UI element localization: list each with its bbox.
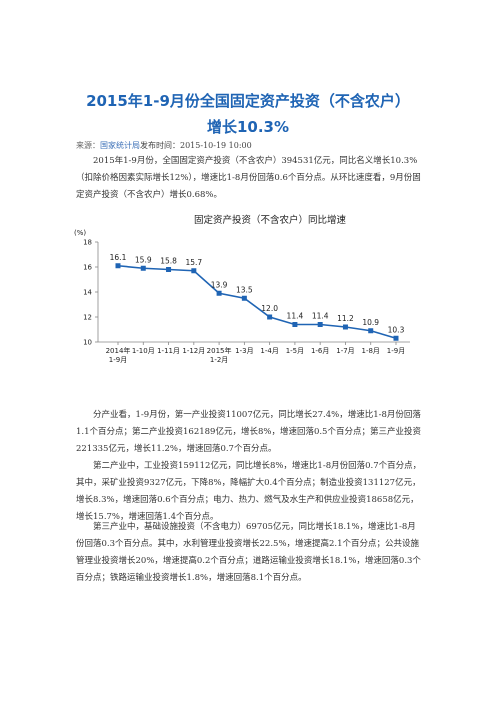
data-label: 15.7 [185, 258, 202, 267]
data-label: 10.9 [362, 318, 379, 327]
chart-title: 固定资产投资（不含农户）同比增速 [193, 215, 346, 226]
y-tick-label: 12 [83, 314, 92, 322]
x-tick-label: 2014年 [106, 346, 131, 355]
y-tick-label: 10 [83, 339, 92, 347]
publish-date: 2015-10-19 10:00 [180, 141, 252, 150]
title-line-2: 增长10.3% [206, 118, 290, 136]
data-point [368, 328, 374, 334]
data-label: 12.0 [261, 304, 278, 313]
source-label: 来源： [76, 141, 100, 150]
data-point [342, 324, 348, 330]
paragraph-summary: 2015年1-9月份，全国固定资产投资（不含农户）394531亿元，同比名义增长… [76, 156, 421, 200]
data-point [393, 335, 399, 341]
x-tick-label: 1-2月 [210, 356, 228, 364]
y-tick-label: 14 [83, 289, 92, 297]
x-tick-label: 1-9月 [387, 347, 405, 355]
x-tick-label: 1-8月 [362, 347, 380, 355]
series-line [117, 264, 397, 340]
article-meta: 来源：国家统计局发布时间：2015-10-19 10:00 [76, 140, 252, 151]
data-label: 11.4 [287, 312, 304, 321]
data-label: 15.8 [160, 257, 177, 266]
data-point [241, 295, 247, 301]
data-point [166, 267, 172, 272]
x-tick-label: 1-7月 [336, 347, 354, 355]
data-point [140, 265, 146, 271]
data-point [191, 268, 197, 274]
data-label: 13.5 [236, 285, 253, 294]
data-label: 15.9 [135, 255, 152, 264]
y-tick-label: 18 [83, 239, 92, 247]
x-tick-label: 1-5月 [286, 347, 304, 355]
data-label: 11.4 [312, 312, 329, 321]
paragraph-tertiary-industry: 第三产业中，基础设施投资（不含电力）69705亿元，同比增长18.1%，增速比1… [76, 522, 421, 583]
title-line-1: 2015年1-9月份全国固定资产投资（不含农户） [86, 92, 410, 110]
data-point [317, 322, 323, 327]
data-point [115, 263, 121, 269]
x-tick-label: 1-11月 [157, 347, 180, 355]
x-tick-label: 1-10月 [132, 347, 155, 355]
x-tick-label: 2015年 [207, 346, 232, 355]
source-link[interactable]: 国家统计局 [100, 141, 140, 150]
x-tick-label: 1-3月 [235, 347, 253, 355]
x-tick-label: 1-6月 [311, 347, 329, 355]
x-tick-label: 1-4月 [260, 347, 278, 355]
article-title: 2015年1-9月份全国固定资产投资（不含农户） 增长10.3% [60, 88, 436, 140]
data-point [292, 322, 298, 327]
paragraph-by-industry: 分产业看，1-9月份，第一产业投资11007亿元，同比增长27.4%，增速比1-… [76, 410, 421, 454]
x-tick-label: 1-12月 [182, 347, 205, 355]
data-label: 11.2 [337, 314, 354, 323]
y-axis-unit-label: (%) [74, 229, 86, 237]
data-label: 13.9 [211, 280, 228, 289]
data-point [216, 290, 222, 296]
data-label: 10.3 [388, 325, 405, 334]
x-tick-label: 1-9月 [109, 356, 127, 364]
paragraph-secondary-industry: 第二产业中，工业投资159112亿元，同比增长8%，增速比1-8月份回落0.7个… [76, 461, 422, 522]
data-label: 16.1 [110, 253, 127, 262]
date-label: 发布时间： [140, 141, 180, 150]
y-tick-label: 16 [83, 264, 92, 272]
data-point [267, 314, 273, 320]
